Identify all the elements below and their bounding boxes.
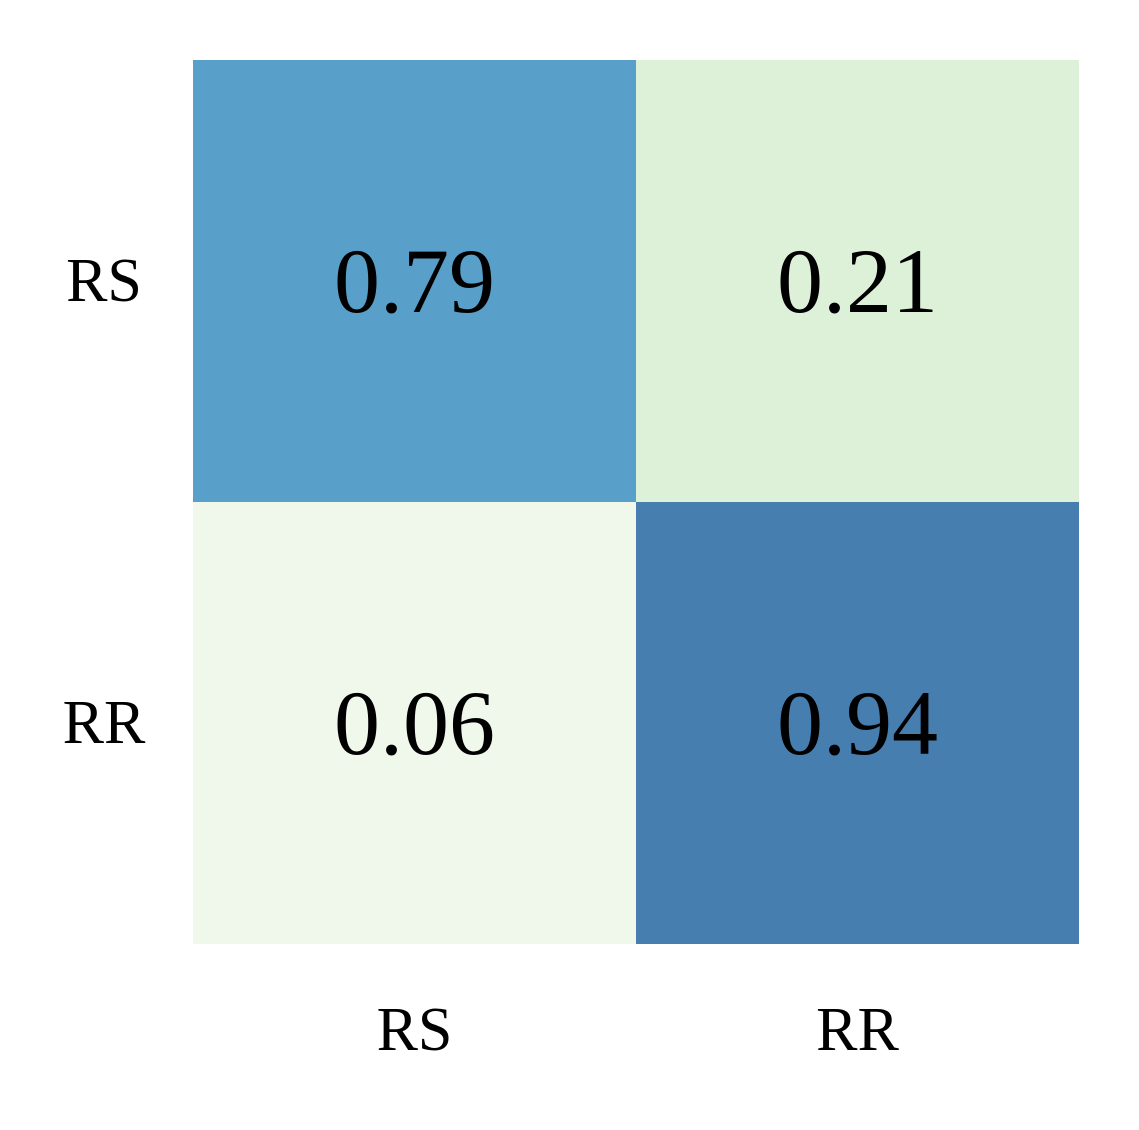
- heatmap-value-labels: 0.79 0.21 0.06 0.94: [334, 230, 938, 774]
- cell-value-label-0-0: 0.79: [334, 230, 495, 332]
- x-axis-tick-labels: RS RR: [377, 996, 900, 1064]
- x-tick-label-rr: RR: [816, 996, 899, 1064]
- cell-value-label-1-1: 0.94: [777, 672, 938, 774]
- heatmap-cell-0-0: [193, 60, 636, 502]
- cell-value-label-1-0: 0.06: [334, 672, 495, 774]
- y-tick-label-rr: RR: [63, 689, 146, 757]
- x-tick-label-rs: RS: [377, 996, 453, 1064]
- heatmap-cell-0-1: [636, 60, 1079, 502]
- y-tick-label-rs: RS: [66, 247, 142, 315]
- heatmap-cell-1-1: [636, 502, 1079, 944]
- cell-value-label-0-1: 0.21: [777, 230, 938, 332]
- heatmap-cells: [193, 60, 1079, 944]
- heatmap-cell-1-0: [193, 502, 636, 944]
- y-axis-tick-labels: RS RR: [63, 247, 146, 757]
